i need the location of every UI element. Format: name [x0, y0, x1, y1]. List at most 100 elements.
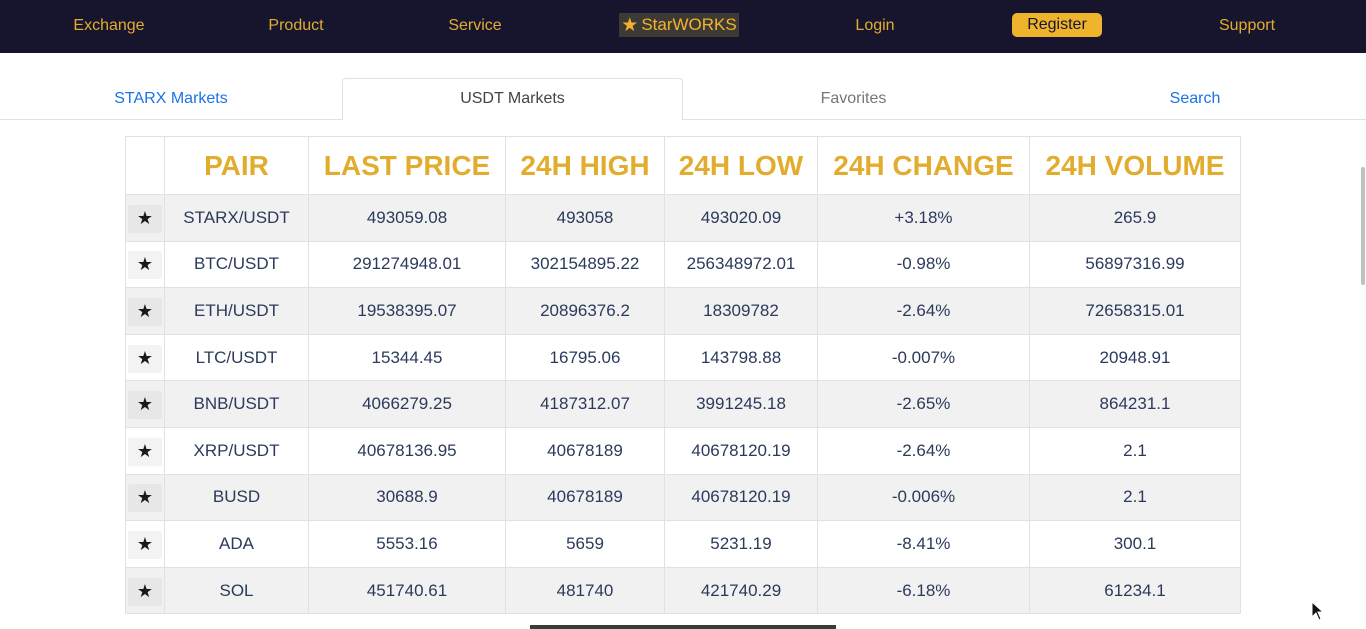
favorite-column-header [125, 136, 165, 195]
pair-cell[interactable]: BUSD [164, 473, 309, 522]
low-cell: 421740.29 [664, 566, 818, 615]
starworks-logo[interactable]: ★ StarWORKS [619, 13, 739, 37]
column-header-24h-low[interactable]: 24H LOW [664, 136, 818, 195]
change-cell: -0.007% [817, 333, 1030, 382]
tab-usdt-markets[interactable]: USDT Markets [342, 78, 683, 121]
last-price-cell: 493059.08 [308, 194, 506, 242]
change-cell: -0.98% [817, 240, 1030, 289]
table-row[interactable]: ★ SOL 451740.61 481740 421740.29 -6.18% … [125, 566, 1241, 615]
star-icon[interactable]: ★ [128, 577, 162, 606]
tab-favorites[interactable]: Favorites [820, 90, 887, 107]
last-price-cell: 40678136.95 [308, 426, 506, 475]
change-cell: +3.18% [817, 194, 1030, 242]
change-cell: -2.65% [817, 380, 1030, 428]
favorite-cell: ★ [125, 426, 165, 475]
nav-exchange-link[interactable]: Exchange [73, 17, 145, 34]
column-header-pair[interactable]: PAIR [164, 136, 309, 195]
change-cell: -2.64% [817, 426, 1030, 475]
pair-cell[interactable]: SOL [164, 566, 309, 615]
change-cell: -8.41% [817, 520, 1030, 568]
table-row[interactable]: ★ BNB/USDT 4066279.25 4187312.07 3991245… [125, 380, 1241, 428]
last-price-cell: 30688.9 [308, 473, 506, 522]
high-cell: 302154895.22 [505, 240, 665, 289]
table-row[interactable]: ★ BTC/USDT 291274948.01 302154895.22 256… [125, 240, 1241, 289]
last-price-cell: 5553.16 [308, 520, 506, 568]
star-icon[interactable]: ★ [128, 344, 162, 373]
table-row[interactable]: ★ ETH/USDT 19538395.07 20896376.2 183097… [125, 287, 1241, 335]
last-price-cell: 451740.61 [308, 566, 506, 615]
high-cell: 493058 [505, 194, 665, 242]
change-cell: -0.006% [817, 473, 1030, 522]
mouse-pointer-icon [1311, 601, 1325, 621]
favorite-cell: ★ [125, 380, 165, 428]
table-row[interactable]: ★ BUSD 30688.9 40678189 40678120.19 -0.0… [125, 473, 1241, 522]
last-price-cell: 4066279.25 [308, 380, 506, 428]
volume-cell: 20948.91 [1029, 333, 1241, 382]
star-icon[interactable]: ★ [128, 530, 162, 559]
favorite-cell: ★ [125, 473, 165, 522]
low-cell: 256348972.01 [664, 240, 818, 289]
nav-login-link[interactable]: Login [855, 17, 895, 34]
top-navbar: Exchange Product Service ★ StarWORKS Log… [0, 0, 1366, 53]
low-cell: 40678120.19 [664, 426, 818, 475]
volume-cell: 265.9 [1029, 194, 1241, 242]
high-cell: 481740 [505, 566, 665, 615]
volume-cell: 300.1 [1029, 520, 1241, 568]
last-price-cell: 19538395.07 [308, 287, 506, 335]
volume-cell: 2.1 [1029, 426, 1241, 475]
change-cell: -6.18% [817, 566, 1030, 615]
high-cell: 16795.06 [505, 333, 665, 382]
star-icon[interactable]: ★ [128, 437, 162, 466]
table-row[interactable]: ★ STARX/USDT 493059.08 493058 493020.09 … [125, 194, 1241, 242]
change-cell: -2.64% [817, 287, 1030, 335]
pair-cell[interactable]: XRP/USDT [164, 426, 309, 475]
market-tabs: STARX Markets USDT Markets Favorites Sea… [0, 53, 1366, 121]
pair-cell[interactable]: LTC/USDT [164, 333, 309, 382]
star-icon[interactable]: ★ [128, 391, 162, 420]
nav-support-link[interactable]: Support [1218, 17, 1276, 34]
low-cell: 143798.88 [664, 333, 818, 382]
volume-cell: 72658315.01 [1029, 287, 1241, 335]
tab-search[interactable]: Search [1169, 90, 1221, 107]
nav-service-link[interactable]: Service [448, 17, 502, 34]
last-price-cell: 291274948.01 [308, 240, 506, 289]
horizontal-scrollbar[interactable] [530, 625, 836, 629]
column-header-last-price[interactable]: LAST PRICE [308, 136, 506, 195]
low-cell: 493020.09 [664, 194, 818, 242]
table-row[interactable]: ★ LTC/USDT 15344.45 16795.06 143798.88 -… [125, 333, 1241, 382]
high-cell: 4187312.07 [505, 380, 665, 428]
last-price-cell: 15344.45 [308, 333, 506, 382]
pair-cell[interactable]: ETH/USDT [164, 287, 309, 335]
favorite-cell: ★ [125, 194, 165, 242]
table-row[interactable]: ★ XRP/USDT 40678136.95 40678189 40678120… [125, 426, 1241, 475]
column-header-24h-change[interactable]: 24H CHANGE [817, 136, 1030, 195]
high-cell: 20896376.2 [505, 287, 665, 335]
star-icon: ★ [621, 14, 639, 36]
high-cell: 40678189 [505, 473, 665, 522]
volume-cell: 56897316.99 [1029, 240, 1241, 289]
volume-cell: 61234.1 [1029, 566, 1241, 615]
pair-cell[interactable]: STARX/USDT [164, 194, 309, 242]
star-icon[interactable]: ★ [128, 251, 162, 280]
vertical-scrollbar[interactable] [1361, 167, 1365, 285]
favorite-cell: ★ [125, 287, 165, 335]
table-row[interactable]: ★ ADA 5553.16 5659 5231.19 -8.41% 300.1 [125, 520, 1241, 568]
nav-product-link[interactable]: Product [268, 17, 324, 34]
star-icon[interactable]: ★ [128, 484, 162, 513]
star-icon[interactable]: ★ [128, 204, 162, 233]
tab-starx-markets[interactable]: STARX Markets [114, 90, 228, 107]
favorite-cell: ★ [125, 520, 165, 568]
register-button[interactable]: Register [1012, 13, 1102, 37]
column-header-24h-volume[interactable]: 24H VOLUME [1029, 136, 1241, 195]
markets-table: PAIR LAST PRICE 24H HIGH 24H LOW 24H CHA… [125, 136, 1241, 615]
pair-cell[interactable]: ADA [164, 520, 309, 568]
low-cell: 5231.19 [664, 520, 818, 568]
logo-text: StarWORKS [641, 15, 737, 34]
volume-cell: 864231.1 [1029, 380, 1241, 428]
pair-cell[interactable]: BNB/USDT [164, 380, 309, 428]
favorite-cell: ★ [125, 566, 165, 615]
favorite-cell: ★ [125, 333, 165, 382]
pair-cell[interactable]: BTC/USDT [164, 240, 309, 289]
column-header-24h-high[interactable]: 24H HIGH [505, 136, 665, 195]
star-icon[interactable]: ★ [128, 297, 162, 326]
